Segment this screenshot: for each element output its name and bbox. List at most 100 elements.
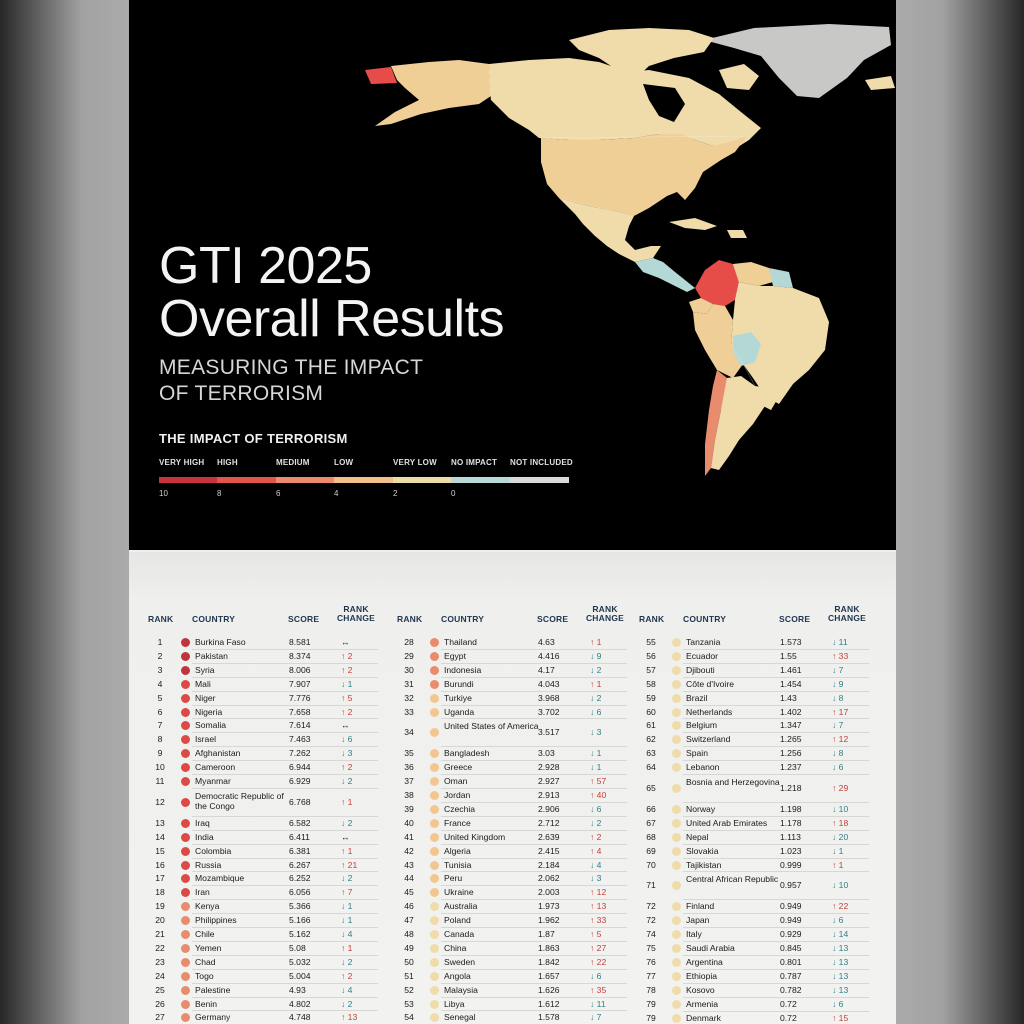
row-divider bbox=[192, 774, 378, 775]
legend-swatch-medium bbox=[276, 477, 334, 483]
rank-cell: 65 bbox=[646, 783, 656, 793]
table-row: 5 Niger 7.776 ↑ 5 bbox=[148, 693, 378, 707]
header-rank: RANK bbox=[639, 614, 665, 624]
impact-level-dot bbox=[430, 985, 439, 995]
table-row: 35 Bangladesh 3.03 ↓ 1 bbox=[397, 748, 627, 762]
rank-change-cell: ↓ 3 bbox=[590, 727, 602, 738]
rank-change-cell: ↑ 21 bbox=[341, 859, 358, 870]
score-cell: 1.657 bbox=[538, 970, 560, 981]
map-region-arctic-island-east bbox=[719, 64, 759, 90]
country-cell: Togo bbox=[195, 970, 214, 981]
table-row: 28 Thailand 4.63 ↑ 1 bbox=[397, 637, 627, 651]
country-cell: Democratic Republic of the Congo bbox=[195, 790, 284, 811]
score-cell: 6.582 bbox=[289, 817, 311, 828]
rank-change-cell: ↓ 14 bbox=[832, 929, 849, 940]
rank-cell: 5 bbox=[157, 692, 163, 703]
country-cell: Indonesia bbox=[444, 664, 482, 675]
country-cell: Uganda bbox=[444, 706, 475, 717]
country-cell: Japan bbox=[686, 915, 710, 926]
score-cell: 5.366 bbox=[289, 901, 311, 912]
rank-cell: 51 bbox=[404, 970, 414, 981]
rank-change-cell: ↓ 7 bbox=[832, 720, 844, 731]
score-cell: 0.957 bbox=[780, 880, 802, 891]
country-cell: Ecuador bbox=[686, 650, 719, 661]
legend-label-low: LOW bbox=[334, 458, 354, 467]
row-divider bbox=[683, 801, 869, 803]
table-row: 16 Russia 6.267 ↑ 21 bbox=[148, 860, 378, 874]
rank-cell: 67 bbox=[646, 817, 656, 828]
row-divider bbox=[441, 801, 627, 803]
rank-change-cell: ↓ 13 bbox=[832, 943, 849, 953]
rank-change-cell: ↓ 6 bbox=[590, 706, 602, 717]
table-row: 49 China 1.863 ↑ 27 bbox=[397, 943, 627, 957]
impact-level-dot bbox=[672, 916, 681, 926]
row-divider bbox=[441, 662, 627, 664]
impact-level-dot bbox=[430, 651, 439, 661]
table-row: 41 United Kingdom 2.639 ↑ 2 bbox=[397, 832, 627, 846]
rank-change-cell: ↑ 5 bbox=[341, 692, 353, 703]
rank-cell: 66 bbox=[646, 803, 656, 814]
impact-level-dot bbox=[430, 665, 439, 675]
rank-change-cell: ↓ 6 bbox=[832, 762, 844, 773]
rank-change-cell: ↑ 13 bbox=[341, 1012, 358, 1023]
impact-level-dot bbox=[181, 1013, 190, 1023]
score-cell: 0.782 bbox=[780, 984, 802, 995]
country-cell: Peru bbox=[444, 873, 463, 884]
country-cell: Australia bbox=[444, 901, 478, 912]
table-row: 48 Canada 1.87 ↑ 5 bbox=[397, 929, 627, 943]
map-region-mexico bbox=[559, 198, 661, 262]
rank-cell: 16 bbox=[155, 859, 165, 870]
impact-level-dot bbox=[672, 638, 681, 647]
score-cell: 1.237 bbox=[780, 762, 802, 773]
rank-change-cell: ↓ 1 bbox=[341, 678, 353, 689]
rank-cell: 69 bbox=[646, 845, 656, 856]
score-cell: 1.347 bbox=[780, 720, 802, 731]
header-country: COUNTRY bbox=[683, 614, 727, 624]
row-divider bbox=[192, 732, 378, 734]
table-row: 13 Iraq 6.582 ↓ 2 bbox=[148, 818, 378, 832]
country-cell: Slovakia bbox=[686, 845, 719, 856]
table-row: 40 France 2.712 ↓ 2 bbox=[397, 818, 627, 832]
rank-change-cell: ↑ 2 bbox=[341, 762, 353, 773]
score-cell: 1.55 bbox=[780, 650, 797, 661]
rank-change-cell: ↑ 7 bbox=[341, 887, 353, 898]
score-cell: 1.256 bbox=[780, 748, 802, 759]
impact-level-dot bbox=[672, 651, 681, 661]
rank-cell: 70 bbox=[646, 859, 656, 870]
country-cell: Nepal bbox=[686, 831, 709, 842]
impact-level-dot bbox=[430, 638, 439, 647]
rank-cell: 72 bbox=[646, 901, 656, 912]
rank-cell: 25 bbox=[155, 984, 165, 995]
impact-level-dot bbox=[672, 944, 681, 953]
impact-level-dot bbox=[430, 804, 439, 814]
row-divider bbox=[192, 968, 378, 970]
table-row: 17 Mozambique 6.252 ↓ 2 bbox=[148, 873, 378, 887]
country-cell: Netherlands bbox=[686, 706, 733, 717]
score-cell: 4.93 bbox=[289, 984, 306, 995]
country-cell: India bbox=[195, 831, 214, 842]
row-divider bbox=[441, 774, 627, 776]
score-cell: 2.003 bbox=[538, 887, 560, 898]
rank-change-cell: ↑ 12 bbox=[832, 734, 849, 745]
score-cell: 1.265 bbox=[780, 734, 802, 745]
country-cell: Finland bbox=[686, 901, 715, 912]
score-cell: 7.658 bbox=[289, 706, 311, 717]
impact-level-dot bbox=[430, 874, 439, 884]
rank-cell: 26 bbox=[155, 998, 165, 1009]
table-row: 19 Kenya 5.366 ↓ 1 bbox=[148, 901, 378, 915]
country-cell: Pakistan bbox=[195, 650, 228, 661]
rank-change-cell: ↓ 4 bbox=[341, 929, 353, 939]
table-row: 56 Ecuador 1.55 ↑ 33 bbox=[639, 651, 869, 665]
table-row: 20 Philippines 5.166 ↓ 1 bbox=[148, 915, 378, 929]
legend-color-bar bbox=[159, 477, 569, 483]
rank-change-cell: ↑ 2 bbox=[590, 831, 602, 842]
impact-level-dot bbox=[181, 860, 190, 870]
score-cell: 7.614 bbox=[289, 720, 311, 731]
legend-label-high: HIGH bbox=[217, 458, 238, 467]
impact-level-dot bbox=[430, 728, 439, 738]
rank-change-cell: ↑ 2 bbox=[341, 650, 353, 661]
score-cell: 1.87 bbox=[538, 929, 555, 939]
country-cell: Denmark bbox=[686, 1012, 721, 1023]
rank-cell: 40 bbox=[404, 817, 414, 828]
impact-level-dot bbox=[181, 971, 190, 981]
